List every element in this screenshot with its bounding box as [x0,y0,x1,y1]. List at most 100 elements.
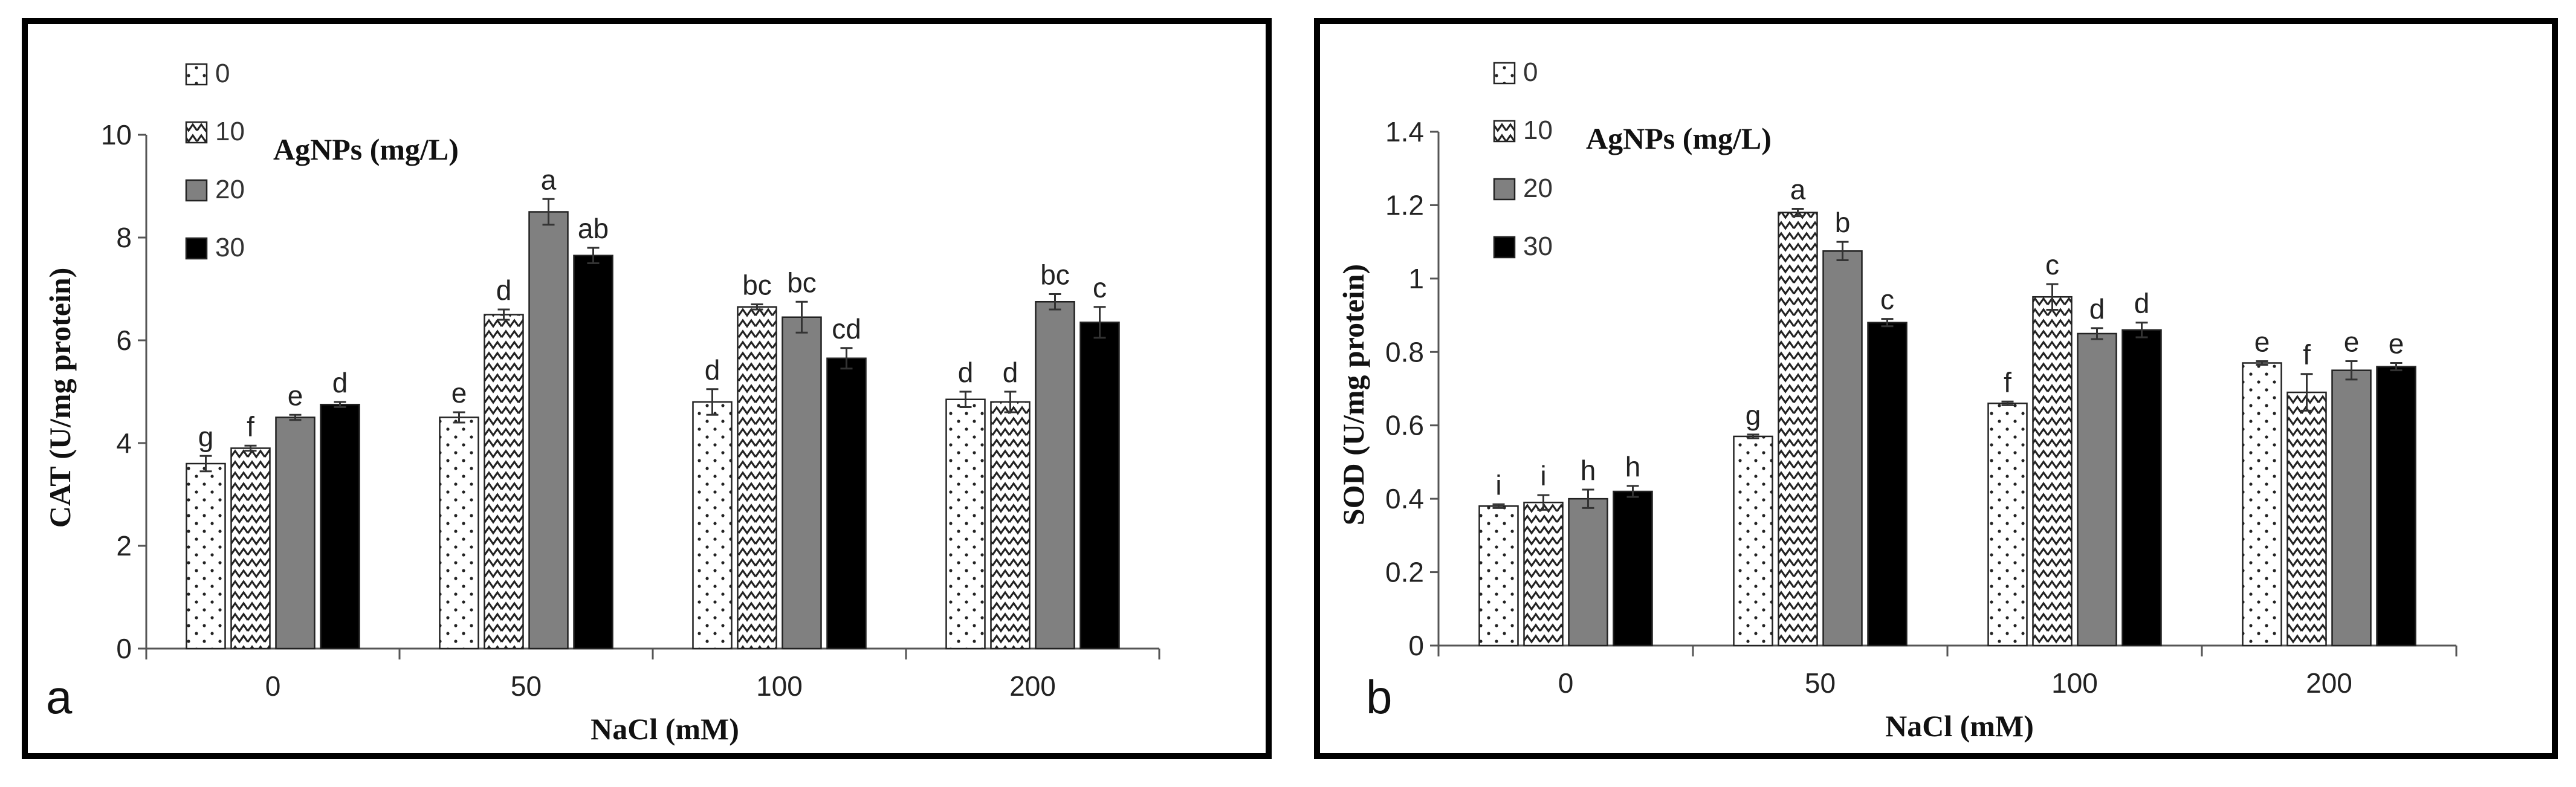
error-bar [497,308,510,321]
legend-label: 30 [1523,232,1553,261]
legend-swatch-0 [185,63,208,86]
significance-letter: ab [578,213,609,244]
y-tick-label: 0.4 [1385,483,1424,514]
error-bar [2345,360,2358,381]
y-tick-label: 1 [1408,263,1424,294]
x-tick-label: 200 [2306,667,2352,699]
bar-10-50 [1778,212,1818,647]
legend-title: AgNPs (mg/L) [1586,121,1772,155]
error-bar [453,411,465,424]
x-axis-label: NaCl (mM) [1885,709,2034,743]
significance-letter: c [2045,249,2059,280]
x-tick-label: 100 [2051,667,2098,699]
y-tick-label: 2 [116,530,132,562]
legend-swatch-30 [1493,236,1516,259]
x-tick-label: 0 [265,670,281,702]
x-axis-label: NaCl (mM) [591,712,739,746]
significance-letter: c [1093,272,1107,303]
bar-30-100 [826,357,867,650]
y-axis-label: SOD (U/mg protein) [1336,264,1370,525]
x-tick-label: 50 [1805,667,1836,699]
x-tick-label: 0 [1558,667,1574,699]
y-tick-label: 0.6 [1385,410,1424,441]
significance-letter: d [2134,288,2150,319]
bar-0-100 [1987,403,2028,647]
panel-label: a [46,670,73,724]
error-bar [334,401,346,408]
bar-20-200 [2331,369,2372,647]
significance-letter: d [958,357,974,388]
legend-label: 0 [1523,57,1538,87]
significance-letter: b [1835,207,1851,238]
significance-letter: bc [1040,259,1070,291]
bar-10-200 [2286,391,2327,647]
legend-swatch-10 [1493,120,1516,143]
significance-letter: a [1790,174,1806,206]
error-bar [1881,318,1894,328]
significance-letter: e [451,377,467,409]
significance-letter: e [2254,326,2270,357]
significance-letter: i [1495,469,1501,500]
error-bar [2046,283,2059,311]
error-bar [2300,373,2313,412]
error-bar [1492,503,1505,509]
bar-20-0 [1568,497,1608,647]
significance-letter: d [1003,357,1018,388]
bar-30-200 [2376,366,2416,647]
bar-0-100 [692,401,733,650]
bar-0-50 [439,416,479,650]
bar-20-50 [1822,250,1863,647]
sod-chart: 00.20.40.60.811.21.40 50 100 200igfeiacfhbd… [1336,57,2458,743]
significance-letter: i [1540,460,1546,491]
significance-letter: a [541,164,557,195]
y-tick-label: 10 [101,119,132,151]
bar-20-100 [782,316,822,650]
bar-30-0 [1613,490,1653,647]
error-bar [706,388,719,416]
significance-letter: bc [787,267,817,298]
legend-swatch-10 [185,121,208,144]
error-bar [1537,494,1550,511]
bar-30-200 [1079,322,1120,650]
error-bar [587,247,600,264]
y-tick-label: 1.4 [1385,116,1424,147]
error-bar [2001,400,2014,406]
y-tick-label: 0.8 [1385,336,1424,368]
significance-letter: bc [742,270,772,301]
error-bar [1049,293,1061,311]
error-bar [1582,488,1594,509]
panel-label: b [1366,670,1392,724]
legend-label: 20 [1523,173,1553,203]
y-tick-label: 0.2 [1385,557,1424,588]
significance-letter: d [2089,293,2105,325]
error-bar [751,303,763,311]
bar-30-50 [1867,322,1908,647]
error-bar [1004,390,1017,413]
legend-label: 20 [215,175,245,204]
panel-b: 0 0.2 0.4 0.6 0.8 1 1.2 1.4 0 50 100 200 i g f e i a c f h b d… [1314,18,2558,759]
bar-10-50 [484,314,524,650]
error-bar [1093,306,1106,339]
error-bar [289,413,302,421]
error-bar [1836,241,1849,261]
y-tick-label: 0 [116,633,132,664]
legend-label: 30 [215,233,245,262]
significance-letter: d [332,367,348,398]
y-tick-label: 1.2 [1385,189,1424,221]
bar-20-50 [528,211,569,650]
legend-label: 10 [1523,115,1553,145]
y-axis-label: CAT (U/mg protein) [43,268,77,528]
bar-20-100 [2077,332,2117,647]
error-bar [2390,362,2403,372]
x-tick-label: 50 [511,670,542,702]
legend-swatch-20 [1493,178,1516,201]
error-bar [1626,485,1639,498]
error-bar [199,455,212,473]
significance-letter: f [2303,339,2311,371]
bar-10-100 [2032,296,2073,647]
significance-letter: d [705,354,720,386]
bar-20-0 [275,416,316,650]
bar-30-0 [320,404,360,650]
bar-30-100 [2121,329,2162,647]
